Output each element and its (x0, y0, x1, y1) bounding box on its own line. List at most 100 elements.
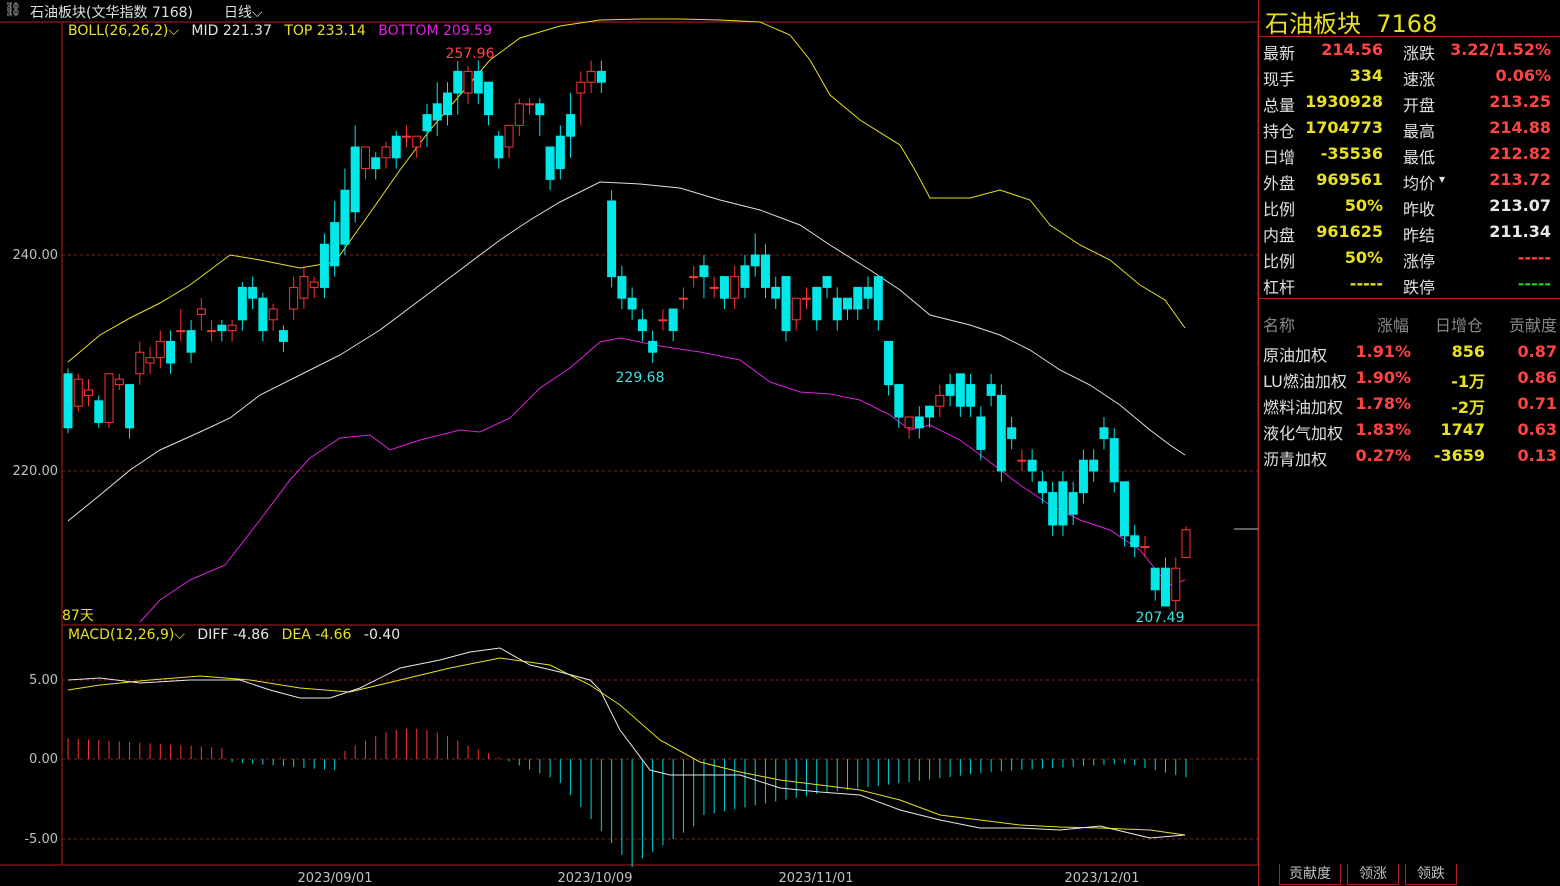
top-bar: ⛓ 石油板块(文华指数 7168) 日线⌵ (0, 0, 1256, 22)
candle-body (463, 70, 473, 94)
candle-body (176, 330, 186, 333)
candle-body (750, 254, 760, 267)
x-tick-1101: 2023/11/01 (779, 871, 854, 886)
boll-bottom-value: BOTTOM 209.59 (378, 23, 492, 39)
chevron-down-icon: ⌵ (252, 5, 263, 21)
x-tick-1201: 2023/12/01 (1065, 871, 1140, 886)
candle-body (566, 114, 576, 137)
quote-value: 50% (1344, 248, 1383, 267)
candle-body (760, 254, 770, 288)
candle-body (627, 297, 637, 310)
candle-body (1130, 535, 1140, 548)
component-name[interactable]: 原油加权 (1263, 346, 1328, 365)
quote-label: 最高 (1403, 122, 1436, 141)
candle-body (114, 378, 124, 386)
component-value: 0.27% (1355, 446, 1411, 465)
quote-label: 均价 (1403, 174, 1436, 193)
chevron-down-icon[interactable]: ⌵ (174, 627, 185, 643)
component-name[interactable]: 液化气加权 (1263, 424, 1344, 443)
macd-pane-border (61, 624, 1258, 866)
macd-title[interactable]: MACD(12,26,9) (68, 627, 175, 643)
candle-body (1017, 459, 1027, 462)
candle-body (925, 405, 935, 418)
candle-body (596, 70, 606, 83)
tab-leading-up[interactable]: 领涨 (1347, 864, 1399, 885)
macd-hist-value: -0.40 (363, 627, 401, 643)
x-tick-1009: 2023/10/09 (558, 871, 633, 886)
x-tick-0901: 2023/09/01 (298, 871, 373, 886)
candle-body (1109, 438, 1119, 483)
candle-body (1160, 567, 1170, 607)
macd-diff-value: DIFF -4.86 (197, 627, 270, 643)
candle-body (350, 146, 360, 213)
quote-label: 最新 (1263, 44, 1296, 63)
chart-area[interactable]: 240.00 220.00 5.00 0.00 -5.00 2023/09/01… (0, 0, 1258, 886)
candle-body (812, 286, 822, 321)
quote-value: 213.25 (1489, 92, 1551, 111)
candle-body (289, 286, 299, 310)
annotation-low: 207.49 (1136, 610, 1185, 626)
boll-title[interactable]: BOLL(26,26,2) (68, 23, 169, 39)
macd-dea-line (67, 657, 1186, 836)
candle-body (607, 200, 617, 278)
candle-body (894, 384, 904, 418)
candle-body (125, 384, 135, 429)
candle-body (1119, 481, 1129, 537)
y-tick-macd-5: 5.00 (29, 673, 58, 688)
candle-body (689, 276, 699, 279)
candle-body (135, 351, 145, 375)
candle-body (586, 70, 596, 83)
boll-legend: BOLL(26,26,2)⌵ MID 221.37 TOP 233.14 BOT… (68, 23, 492, 39)
component-name[interactable]: LU燃油加权 (1263, 372, 1347, 391)
candle-body (227, 324, 237, 332)
candle-body (678, 297, 688, 300)
quote-label: 涨跌 (1403, 44, 1436, 63)
chain-link-icon[interactable]: ⛓ (4, 2, 22, 18)
quote-value: 1930928 (1305, 92, 1383, 111)
tab-leading-down[interactable]: 领跌 (1405, 864, 1457, 885)
quote-label: 总量 (1263, 96, 1296, 115)
quote-value: 3.22/1.52% (1450, 40, 1551, 59)
quote-label: 内盘 (1263, 226, 1296, 245)
candle-body (832, 297, 842, 321)
bottom-tabs: 贡献度 领涨 领跌 (1259, 864, 1560, 886)
candle-body (155, 340, 165, 359)
quote-value: 214.88 (1489, 118, 1551, 137)
candle-body (658, 319, 668, 322)
candle-body (781, 276, 791, 332)
quote-value: ----- (1517, 248, 1551, 267)
candle-body (637, 319, 647, 332)
period-selector[interactable]: 日线⌵ (224, 5, 263, 21)
boll-top-line (67, 18, 1186, 363)
tab-contribution[interactable]: 贡献度 (1279, 864, 1341, 885)
candle-body (1058, 481, 1068, 526)
candle-body (555, 135, 565, 170)
candle-body (884, 340, 894, 386)
candle-body (1171, 567, 1181, 602)
quote-label: 昨结 (1403, 226, 1436, 245)
component-value: 0.86 (1517, 368, 1557, 387)
candle-body (145, 357, 155, 364)
macd-dea-value: DEA -4.66 (281, 627, 352, 643)
y-tick-240: 240.00 (13, 248, 59, 263)
chevron-down-icon[interactable]: ⌵ (168, 23, 179, 39)
candle-body (1099, 427, 1109, 440)
candle-body (1068, 492, 1078, 515)
component-value: -3659 (1433, 446, 1485, 465)
caret-down-icon[interactable]: ▾ (1439, 172, 1446, 186)
candle-body (966, 384, 976, 407)
main-pane-border (61, 21, 1258, 626)
component-name[interactable]: 燃料油加权 (1263, 398, 1344, 417)
quote-value: 1704773 (1305, 118, 1383, 137)
component-name[interactable]: 沥青加权 (1263, 450, 1328, 469)
boll-mid-value: MID 221.37 (191, 23, 272, 39)
candle-body (473, 70, 483, 94)
candle-body (904, 416, 914, 429)
candle-body (1027, 459, 1037, 472)
quote-value: 969561 (1316, 170, 1383, 189)
quote-value: 213.07 (1489, 196, 1551, 215)
quote-label: 杠杆 (1263, 278, 1296, 297)
y-tick-220: 220.00 (13, 464, 59, 479)
annotation-days: 87天 (62, 608, 94, 624)
candle-body (914, 416, 924, 429)
